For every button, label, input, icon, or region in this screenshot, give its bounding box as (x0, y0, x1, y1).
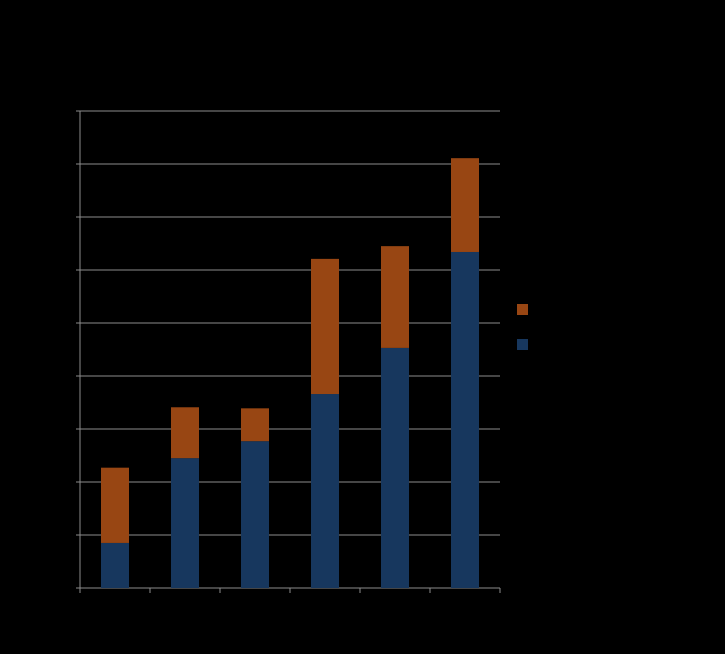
y-tick-label: 6 (63, 262, 70, 276)
bar-segment (381, 347, 409, 588)
y-tick-label: 2 (63, 474, 70, 488)
legend-swatch (517, 304, 528, 315)
y-tick-label: 3 (63, 421, 70, 435)
bar-segment (311, 394, 339, 588)
y-tick-label: 1 (63, 527, 70, 541)
bar-segment (101, 467, 129, 543)
y-tick-label: 4 (63, 368, 70, 382)
bar-segment (171, 458, 199, 588)
bar-segment (101, 542, 129, 588)
bar-segment (241, 408, 269, 442)
y-tick-label: 0 (63, 580, 70, 594)
bar-segment (311, 258, 339, 395)
legend-swatch (517, 339, 528, 350)
y-tick-label: 9 (63, 103, 70, 117)
bar-segment (171, 407, 199, 459)
y-tick-label: 5 (63, 315, 70, 329)
y-tick-label: 8 (63, 156, 70, 170)
bar-segment (451, 158, 479, 252)
bar-segment (451, 251, 479, 589)
y-tick-label: 7 (63, 209, 70, 223)
bar-segment (381, 246, 409, 348)
bar-segment (241, 441, 269, 588)
